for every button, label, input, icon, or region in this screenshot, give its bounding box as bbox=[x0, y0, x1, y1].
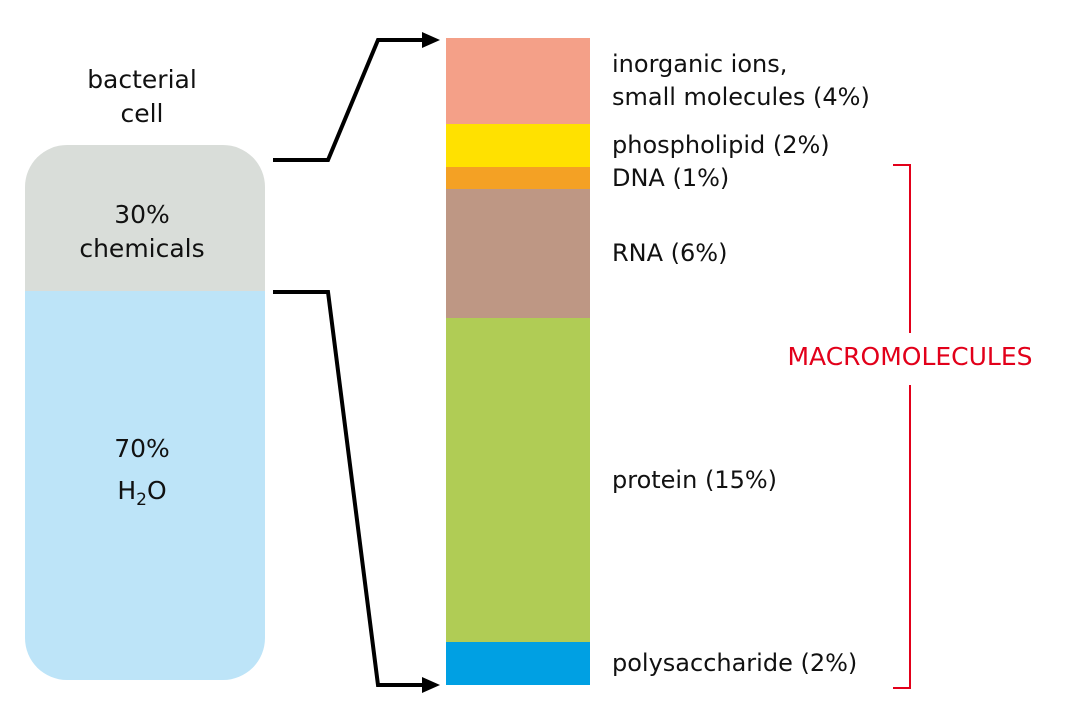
top-connector bbox=[273, 38, 426, 162]
component-label-line1: polysaccharide (2%) bbox=[612, 648, 858, 677]
water-o: O bbox=[146, 476, 167, 505]
water-formula: H2O bbox=[42, 470, 242, 521]
top-arrowhead-icon bbox=[422, 32, 440, 48]
chemicals-label: 30% chemicals bbox=[42, 198, 242, 266]
component-label: inorganic ions, small molecules (4%) bbox=[612, 48, 870, 114]
chemicals-percent: 30% bbox=[114, 200, 170, 229]
water-percent: 70% bbox=[114, 434, 170, 463]
component-label-line1: RNA (6%) bbox=[612, 239, 728, 268]
component-label: polysaccharide (2%) bbox=[612, 647, 857, 680]
component-label-line1: phospholipid (2%) bbox=[612, 131, 830, 160]
bottom-connector bbox=[273, 290, 426, 687]
macromolecules-bracket bbox=[893, 164, 911, 689]
macromolecules-label: MACROMOLECULES bbox=[787, 342, 1033, 371]
bacterial-cell bbox=[25, 145, 265, 680]
chemicals-region bbox=[25, 145, 265, 291]
component-label: DNA (1%) bbox=[612, 162, 729, 195]
component-label-line1: protein (15%) bbox=[612, 465, 778, 494]
bar-segment bbox=[446, 38, 590, 125]
component-label-line2: small molecules (4%) bbox=[612, 83, 870, 112]
cell-title: bacterial cell bbox=[42, 63, 242, 131]
component-label-line1: inorganic ions, bbox=[612, 50, 788, 79]
cell-title-line2: cell bbox=[120, 99, 164, 128]
composition-bar bbox=[446, 38, 590, 685]
water-subscript: 2 bbox=[136, 490, 147, 510]
bar-segment bbox=[446, 167, 590, 189]
bar-segment bbox=[446, 124, 590, 168]
cell-title-line1: bacterial bbox=[87, 65, 197, 94]
component-label: RNA (6%) bbox=[612, 237, 727, 270]
water-h: H bbox=[117, 476, 137, 505]
bar-segment bbox=[446, 641, 590, 685]
water-label: 70% H2O bbox=[42, 428, 242, 521]
water-region bbox=[25, 291, 265, 680]
component-label: phospholipid (2%) bbox=[612, 129, 830, 162]
bar-segment bbox=[446, 318, 590, 642]
component-label: protein (15%) bbox=[612, 464, 777, 497]
component-label-line1: DNA (1%) bbox=[612, 163, 730, 192]
chemicals-text: chemicals bbox=[79, 234, 205, 263]
bottom-arrowhead-icon bbox=[422, 677, 440, 693]
bar-segment bbox=[446, 188, 590, 319]
